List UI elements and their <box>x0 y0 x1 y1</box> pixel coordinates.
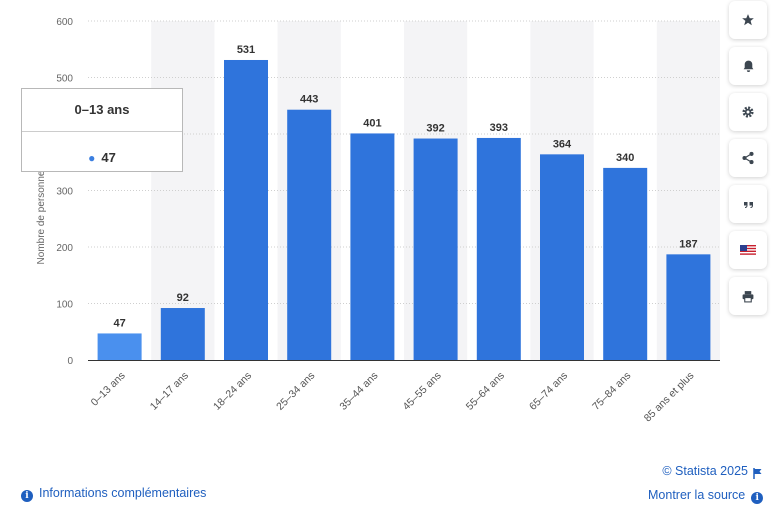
bar[interactable] <box>476 137 521 360</box>
bar[interactable] <box>287 109 332 360</box>
y-tick-label: 100 <box>56 300 73 311</box>
x-tick-label: 25–34 ans <box>274 370 317 413</box>
bar[interactable] <box>540 154 584 360</box>
x-tick-label: 0–13 ans <box>89 370 128 409</box>
x-tick-label: 85 ans et plus <box>642 370 697 425</box>
favorite-button[interactable] <box>729 1 767 39</box>
share-button[interactable] <box>729 139 767 177</box>
cite-button[interactable] <box>729 185 767 223</box>
x-tick-label: 45–55 ans <box>401 370 444 413</box>
bar-value-label: 392 <box>426 123 444 135</box>
bar-value-label: 443 <box>300 94 318 106</box>
statista-flag-icon <box>753 466 763 484</box>
more-info-link[interactable]: i Informations complémentaires <box>21 486 206 502</box>
x-tick-label: 75–84 ans <box>590 370 633 413</box>
y-tick-label: 500 <box>56 74 73 85</box>
x-tick-label: 35–44 ans <box>337 370 380 413</box>
bar-value-label: 187 <box>679 238 697 250</box>
print-button[interactable] <box>729 277 767 315</box>
bar[interactable] <box>160 308 205 360</box>
bar[interactable] <box>413 138 458 360</box>
y-tick-label: 0 <box>67 356 73 367</box>
star-icon <box>741 13 755 27</box>
tooltip-title: 0–13 ans <box>74 102 130 117</box>
x-tick-label: 65–74 ans <box>527 370 570 413</box>
column-band <box>151 21 215 360</box>
notification-button[interactable] <box>729 47 767 85</box>
x-tick-label: 14–17 ans <box>148 370 191 413</box>
y-tick-label: 300 <box>56 187 73 198</box>
bar[interactable] <box>603 167 648 360</box>
flag-us-icon <box>740 244 756 256</box>
tooltip: 0–13 ans ● 47 <box>21 88 183 172</box>
tooltip-divider <box>22 131 182 132</box>
bell-icon <box>742 59 755 73</box>
bar-value-label: 92 <box>177 292 189 304</box>
region-button[interactable] <box>729 231 767 269</box>
tooltip-value: 47 <box>101 150 116 165</box>
bar-value-label: 47 <box>113 317 125 329</box>
bar-value-label: 340 <box>616 152 634 164</box>
x-tick-label: 55–64 ans <box>464 370 507 413</box>
copyright-text: © Statista 2025 <box>662 464 748 478</box>
bar-value-label: 401 <box>363 117 381 129</box>
bar[interactable] <box>97 333 142 360</box>
bar-value-label: 364 <box>553 138 572 150</box>
settings-button[interactable] <box>729 93 767 131</box>
show-source-link[interactable]: Montrer la source i <box>648 488 764 504</box>
bar[interactable] <box>224 59 268 361</box>
bar[interactable] <box>350 133 395 360</box>
tooltip-value-row: ● 47 <box>22 150 182 165</box>
print-icon <box>741 290 755 303</box>
bar-value-label: 393 <box>490 122 508 134</box>
y-tick-label: 200 <box>56 243 73 254</box>
tooltip-dot-icon: ● <box>88 151 96 165</box>
x-tick-label: 18–24 ans <box>211 370 254 413</box>
more-info-label: Informations complémentaires <box>39 486 207 500</box>
info-icon: i <box>751 492 764 504</box>
share-icon <box>741 151 755 165</box>
info-icon: i <box>21 490 33 502</box>
quote-icon <box>742 198 755 210</box>
y-axis-label: Nombre de personnes <box>36 166 47 265</box>
bar[interactable] <box>666 254 711 360</box>
gear-icon <box>741 105 755 119</box>
bar-value-label: 531 <box>237 44 255 56</box>
y-tick-label: 600 <box>56 17 73 28</box>
show-source-label: Montrer la source <box>648 488 746 502</box>
